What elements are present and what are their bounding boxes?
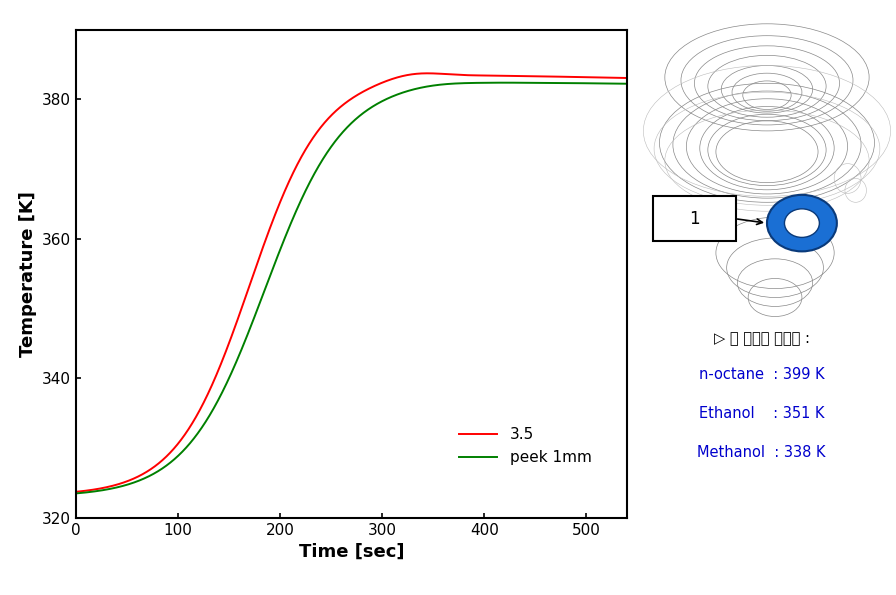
peek 1mm	[611, 80, 622, 87]
3.5	[622, 74, 633, 82]
Legend: 3.5, peek 1mm: 3.5, peek 1mm	[453, 421, 598, 471]
Text: n-octane  : 399 K: n-octane : 399 K	[699, 367, 824, 383]
peek 1mm	[306, 176, 316, 183]
Text: Methanol  : 338 K: Methanol : 338 K	[697, 444, 826, 460]
FancyBboxPatch shape	[652, 196, 737, 241]
Line: peek 1mm: peek 1mm	[76, 83, 627, 493]
X-axis label: Time [sec]: Time [sec]	[299, 543, 404, 561]
peek 1mm	[622, 80, 633, 87]
peek 1mm	[134, 477, 144, 484]
3.5	[306, 137, 316, 144]
peek 1mm	[282, 228, 293, 235]
Text: ▷ 각 연료의 끓는점 :: ▷ 각 연료의 끓는점 :	[713, 331, 810, 347]
Text: Ethanol    : 351 K: Ethanol : 351 K	[699, 406, 824, 421]
3.5	[552, 73, 563, 80]
Text: 1: 1	[689, 209, 700, 228]
Ellipse shape	[767, 195, 837, 251]
Ellipse shape	[785, 209, 819, 237]
3.5	[611, 74, 622, 82]
Y-axis label: Temperature [K]: Temperature [K]	[19, 191, 37, 356]
Line: 3.5: 3.5	[76, 73, 627, 492]
peek 1mm	[167, 458, 177, 465]
3.5	[134, 472, 144, 480]
3.5	[71, 488, 82, 496]
peek 1mm	[499, 79, 510, 86]
3.5	[282, 181, 293, 189]
3.5	[167, 447, 177, 455]
peek 1mm	[71, 490, 82, 497]
3.5	[422, 70, 433, 77]
peek 1mm	[552, 79, 563, 86]
